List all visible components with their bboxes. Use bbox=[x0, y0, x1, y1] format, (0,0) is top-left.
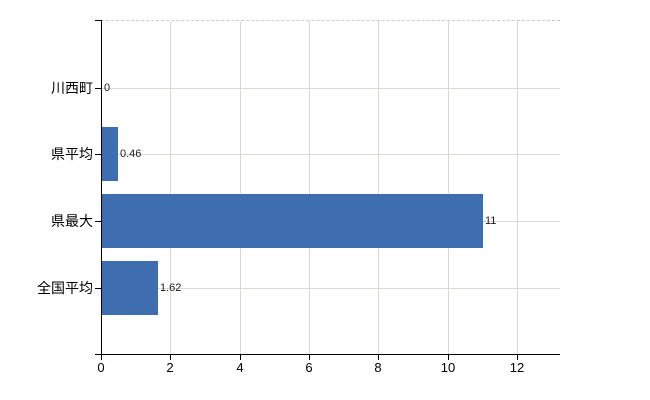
value-label: 1.62 bbox=[160, 282, 182, 294]
bar bbox=[102, 127, 118, 181]
y-axis-tick bbox=[95, 20, 101, 21]
x-gridline bbox=[170, 21, 171, 354]
value-label: 0 bbox=[104, 82, 111, 94]
x-gridline bbox=[517, 21, 518, 354]
x-axis-tick bbox=[309, 355, 310, 360]
y-axis-tick bbox=[95, 88, 101, 89]
x-axis-tick bbox=[240, 355, 241, 360]
x-tick-label: 8 bbox=[374, 360, 382, 375]
x-gridline bbox=[240, 21, 241, 354]
x-tick-label: 2 bbox=[166, 360, 174, 375]
x-axis-line bbox=[101, 354, 560, 355]
x-tick-label: 0 bbox=[97, 360, 105, 375]
x-gridline bbox=[448, 21, 449, 354]
category-gridline bbox=[102, 288, 560, 289]
x-axis-tick bbox=[378, 355, 379, 360]
bar bbox=[102, 194, 483, 248]
value-label: 11 bbox=[485, 215, 497, 227]
category-label: 全国平均 bbox=[37, 280, 93, 296]
value-label: 0.46 bbox=[120, 148, 142, 160]
category-label: 県最大 bbox=[51, 213, 93, 229]
category-gridline bbox=[102, 88, 560, 89]
x-tick-label: 6 bbox=[305, 360, 313, 375]
x-gridline bbox=[378, 21, 379, 354]
plot-top-border bbox=[101, 20, 560, 21]
x-tick-label: 10 bbox=[440, 360, 456, 375]
x-axis-tick bbox=[170, 355, 171, 360]
category-gridline bbox=[102, 154, 560, 155]
y-axis-tick bbox=[95, 221, 101, 222]
x-axis-tick bbox=[101, 355, 102, 360]
y-axis-line bbox=[101, 20, 102, 355]
x-tick-label: 12 bbox=[509, 360, 525, 375]
x-tick-label: 4 bbox=[236, 360, 244, 375]
bar bbox=[102, 261, 158, 315]
category-label: 県平均 bbox=[51, 146, 93, 162]
x-gridline bbox=[309, 21, 310, 354]
y-axis-tick bbox=[95, 288, 101, 289]
y-axis-tick bbox=[95, 154, 101, 155]
x-axis-tick bbox=[448, 355, 449, 360]
category-label: 川西町 bbox=[51, 80, 93, 96]
y-axis-tick bbox=[95, 354, 101, 355]
x-axis-tick bbox=[517, 355, 518, 360]
